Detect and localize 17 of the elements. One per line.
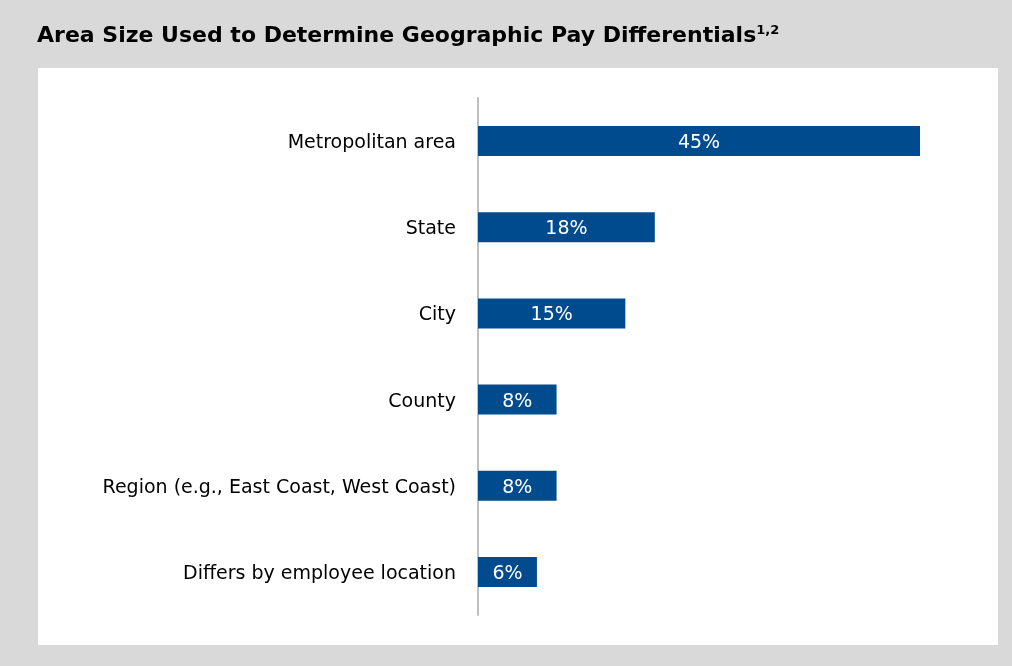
- bar: [478, 212, 655, 243]
- y-tick-label: Metropolitan area: [287, 130, 456, 153]
- data-label: 45%: [677, 130, 721, 153]
- data-label: 6%: [492, 560, 523, 583]
- data-label: 15%: [530, 302, 573, 325]
- data-label: 8%: [502, 474, 533, 497]
- y-tick-label: State: [405, 216, 456, 239]
- bar: [478, 298, 626, 329]
- y-tick-label: Region (e.g., East Coast, West Coast): [102, 474, 456, 497]
- data-label: 18%: [545, 216, 588, 239]
- y-tick-label: Differs by employee location: [183, 560, 456, 583]
- bar: [478, 126, 920, 157]
- y-tick-label: County: [388, 388, 456, 411]
- bar: [478, 470, 557, 501]
- y-tick-label: City: [418, 302, 456, 325]
- data-label: 8%: [502, 388, 533, 411]
- bar: [478, 384, 557, 415]
